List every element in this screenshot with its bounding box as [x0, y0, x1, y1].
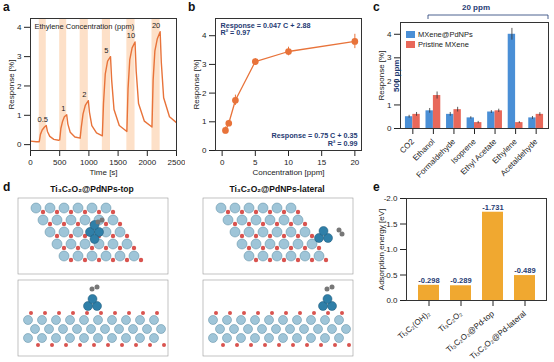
svg-text:20: 20	[152, 21, 160, 30]
svg-text:-1.0: -1.0	[383, 245, 398, 255]
svg-text:4: 4	[17, 23, 22, 32]
svg-text:Adsorption energy [eV]: Adsorption energy [eV]	[377, 209, 386, 290]
svg-text:-1.5: -1.5	[383, 219, 398, 229]
svg-text:0: 0	[220, 158, 225, 167]
svg-text:-0.5: -0.5	[383, 270, 398, 280]
html-text:c: c	[373, 0, 380, 14]
svg-text:Ethylene Concentration (ppm): Ethylene Concentration (ppm)	[35, 22, 135, 31]
html-text:MXene@PdNPs: MXene@PdNPs	[418, 30, 473, 39]
svg-text:10: 10	[284, 158, 293, 167]
svg-text:Acetaldehyde: Acetaldehyde	[499, 137, 540, 178]
svg-text:0: 0	[28, 158, 33, 167]
svg-text:4: 4	[387, 30, 392, 39]
svg-text:CO2: CO2	[398, 137, 417, 156]
svg-text:Ti₃C₂O₂@PdNPs-lateral: Ti₃C₂O₂@PdNPs-lateral	[229, 184, 324, 194]
svg-text:Response [%]: Response [%]	[377, 51, 386, 101]
svg-text:20: 20	[350, 158, 359, 167]
svg-text:1500: 1500	[109, 158, 127, 167]
svg-text:500: 500	[53, 158, 67, 167]
svg-text:2: 2	[82, 90, 86, 99]
html-text:20 ppm: 20 ppm	[462, 3, 490, 12]
svg-text:Concentration [ppm]: Concentration [ppm]	[252, 168, 324, 177]
svg-text:Ti₃C₂(OH)₂: Ti₃C₂(OH)₂	[396, 309, 432, 341]
html-text:a: a	[3, 0, 10, 14]
svg-text:3: 3	[17, 52, 22, 61]
html-text:d: d	[3, 180, 11, 194]
svg-text:3: 3	[387, 53, 392, 62]
svg-text:Ti₃C₂O₂@Pd-top: Ti₃C₂O₂@Pd-top	[444, 309, 496, 355]
svg-text:-0.289: -0.289	[450, 276, 471, 285]
svg-text:-0.489: -0.489	[514, 266, 535, 275]
svg-text:1: 1	[202, 117, 207, 126]
html-text:e: e	[373, 180, 380, 194]
svg-text:2: 2	[202, 89, 207, 98]
svg-text:Ti₃C₂O₂: Ti₃C₂O₂	[437, 309, 464, 334]
svg-text:Ti₃C₂O₂@PdNPs-top: Ti₃C₂O₂@PdNPs-top	[50, 184, 133, 194]
svg-text:1: 1	[61, 104, 65, 113]
svg-text:Ethyl Acetate: Ethyl Acetate	[458, 137, 499, 177]
svg-text:5: 5	[253, 158, 258, 167]
svg-text:0: 0	[387, 124, 392, 133]
svg-text:2: 2	[387, 77, 392, 86]
svg-text:Response [%]: Response [%]	[192, 60, 201, 110]
svg-text:0: 0	[202, 146, 207, 155]
svg-text:-0.298: -0.298	[418, 276, 439, 285]
svg-text:0.5: 0.5	[38, 115, 48, 124]
svg-text:1: 1	[17, 111, 22, 120]
svg-text:5: 5	[104, 46, 108, 55]
svg-text:-1.731: -1.731	[482, 203, 503, 212]
svg-text:0.0: 0.0	[386, 296, 398, 305]
svg-text:Response = 0.75 C + 0.35R² = 0: Response = 0.75 C + 0.35R² = 0.99	[272, 131, 358, 147]
svg-text:4: 4	[202, 31, 207, 40]
svg-text:Ti₃C₂O₂@Pd-lateral: Ti₃C₂O₂@Pd-lateral	[468, 309, 528, 361]
svg-text:Response = 0.047 C + 2.88R² =: Response = 0.047 C + 2.88R² = 0.97	[221, 21, 311, 37]
html-text:Pristine MXene: Pristine MXene	[418, 40, 469, 49]
html-text:500 ppm: 500 ppm	[392, 59, 401, 92]
svg-text:1: 1	[387, 101, 392, 110]
svg-text:Formaldehyde: Formaldehyde	[414, 137, 458, 180]
svg-text:0: 0	[17, 140, 22, 149]
svg-text:Ethylene: Ethylene	[490, 137, 519, 166]
svg-text:1000: 1000	[80, 158, 98, 167]
svg-text:2500: 2500	[168, 158, 186, 167]
svg-text:Isoprene: Isoprene	[449, 137, 478, 166]
svg-text:2: 2	[17, 82, 22, 91]
svg-text:15: 15	[317, 158, 326, 167]
svg-text:2000: 2000	[138, 158, 156, 167]
html-text:b: b	[188, 0, 196, 14]
svg-text:Ethanol: Ethanol	[411, 137, 437, 163]
svg-text:10: 10	[127, 31, 135, 40]
svg-text:Response [%]: Response [%]	[7, 60, 16, 110]
svg-text:Time [s]: Time [s]	[89, 168, 117, 177]
svg-text:-2.0: -2.0	[384, 194, 398, 203]
svg-text:3: 3	[202, 60, 207, 69]
